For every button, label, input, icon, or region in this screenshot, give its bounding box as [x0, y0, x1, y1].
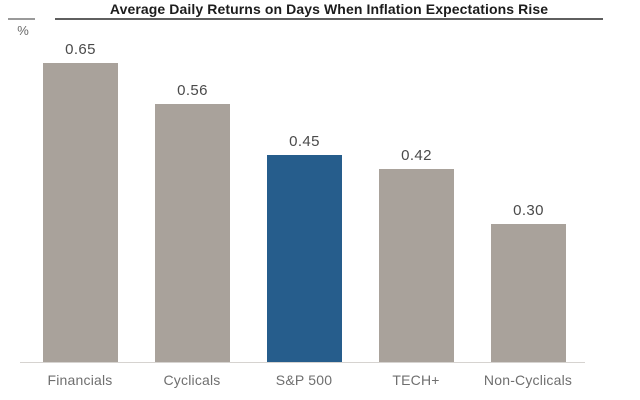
bar-value-label: 0.30 — [513, 202, 544, 219]
bar-tech — [379, 169, 454, 362]
bar-group-tech: 0.42 — [379, 147, 454, 362]
x-axis-label-tech: TECH+ — [392, 372, 440, 388]
x-axis-label-financials: Financials — [47, 372, 113, 388]
bar-value-label: 0.65 — [65, 41, 96, 58]
bar-value-label: 0.45 — [289, 133, 320, 150]
x-axis-baseline — [20, 362, 585, 363]
chart-title: Average Daily Returns on Days When Infla… — [109, 1, 549, 17]
bar-financials — [43, 63, 118, 362]
title-underline — [55, 18, 603, 20]
bar-group-cyclicals: 0.56 — [155, 82, 230, 362]
bar-value-label: 0.42 — [401, 147, 432, 164]
y-axis-unit-label: % — [17, 23, 29, 38]
x-axis-label-cyclicals: Cyclicals — [163, 372, 221, 388]
x-axis-label-sp500: S&P 500 — [275, 372, 333, 388]
bar-sp500-highlighted — [267, 155, 342, 362]
bar-group-sp500: 0.45 — [267, 133, 342, 362]
bar-cyclicals — [155, 104, 230, 362]
bar-group-noncyclicals: 0.30 — [491, 202, 566, 362]
bar-noncyclicals — [491, 224, 566, 362]
y-axis-tick — [8, 18, 35, 20]
x-axis-label-noncyclicals: Non-Cyclicals — [483, 372, 573, 388]
bar-value-label: 0.56 — [177, 82, 208, 99]
bar-group-financials: 0.65 — [43, 41, 118, 362]
